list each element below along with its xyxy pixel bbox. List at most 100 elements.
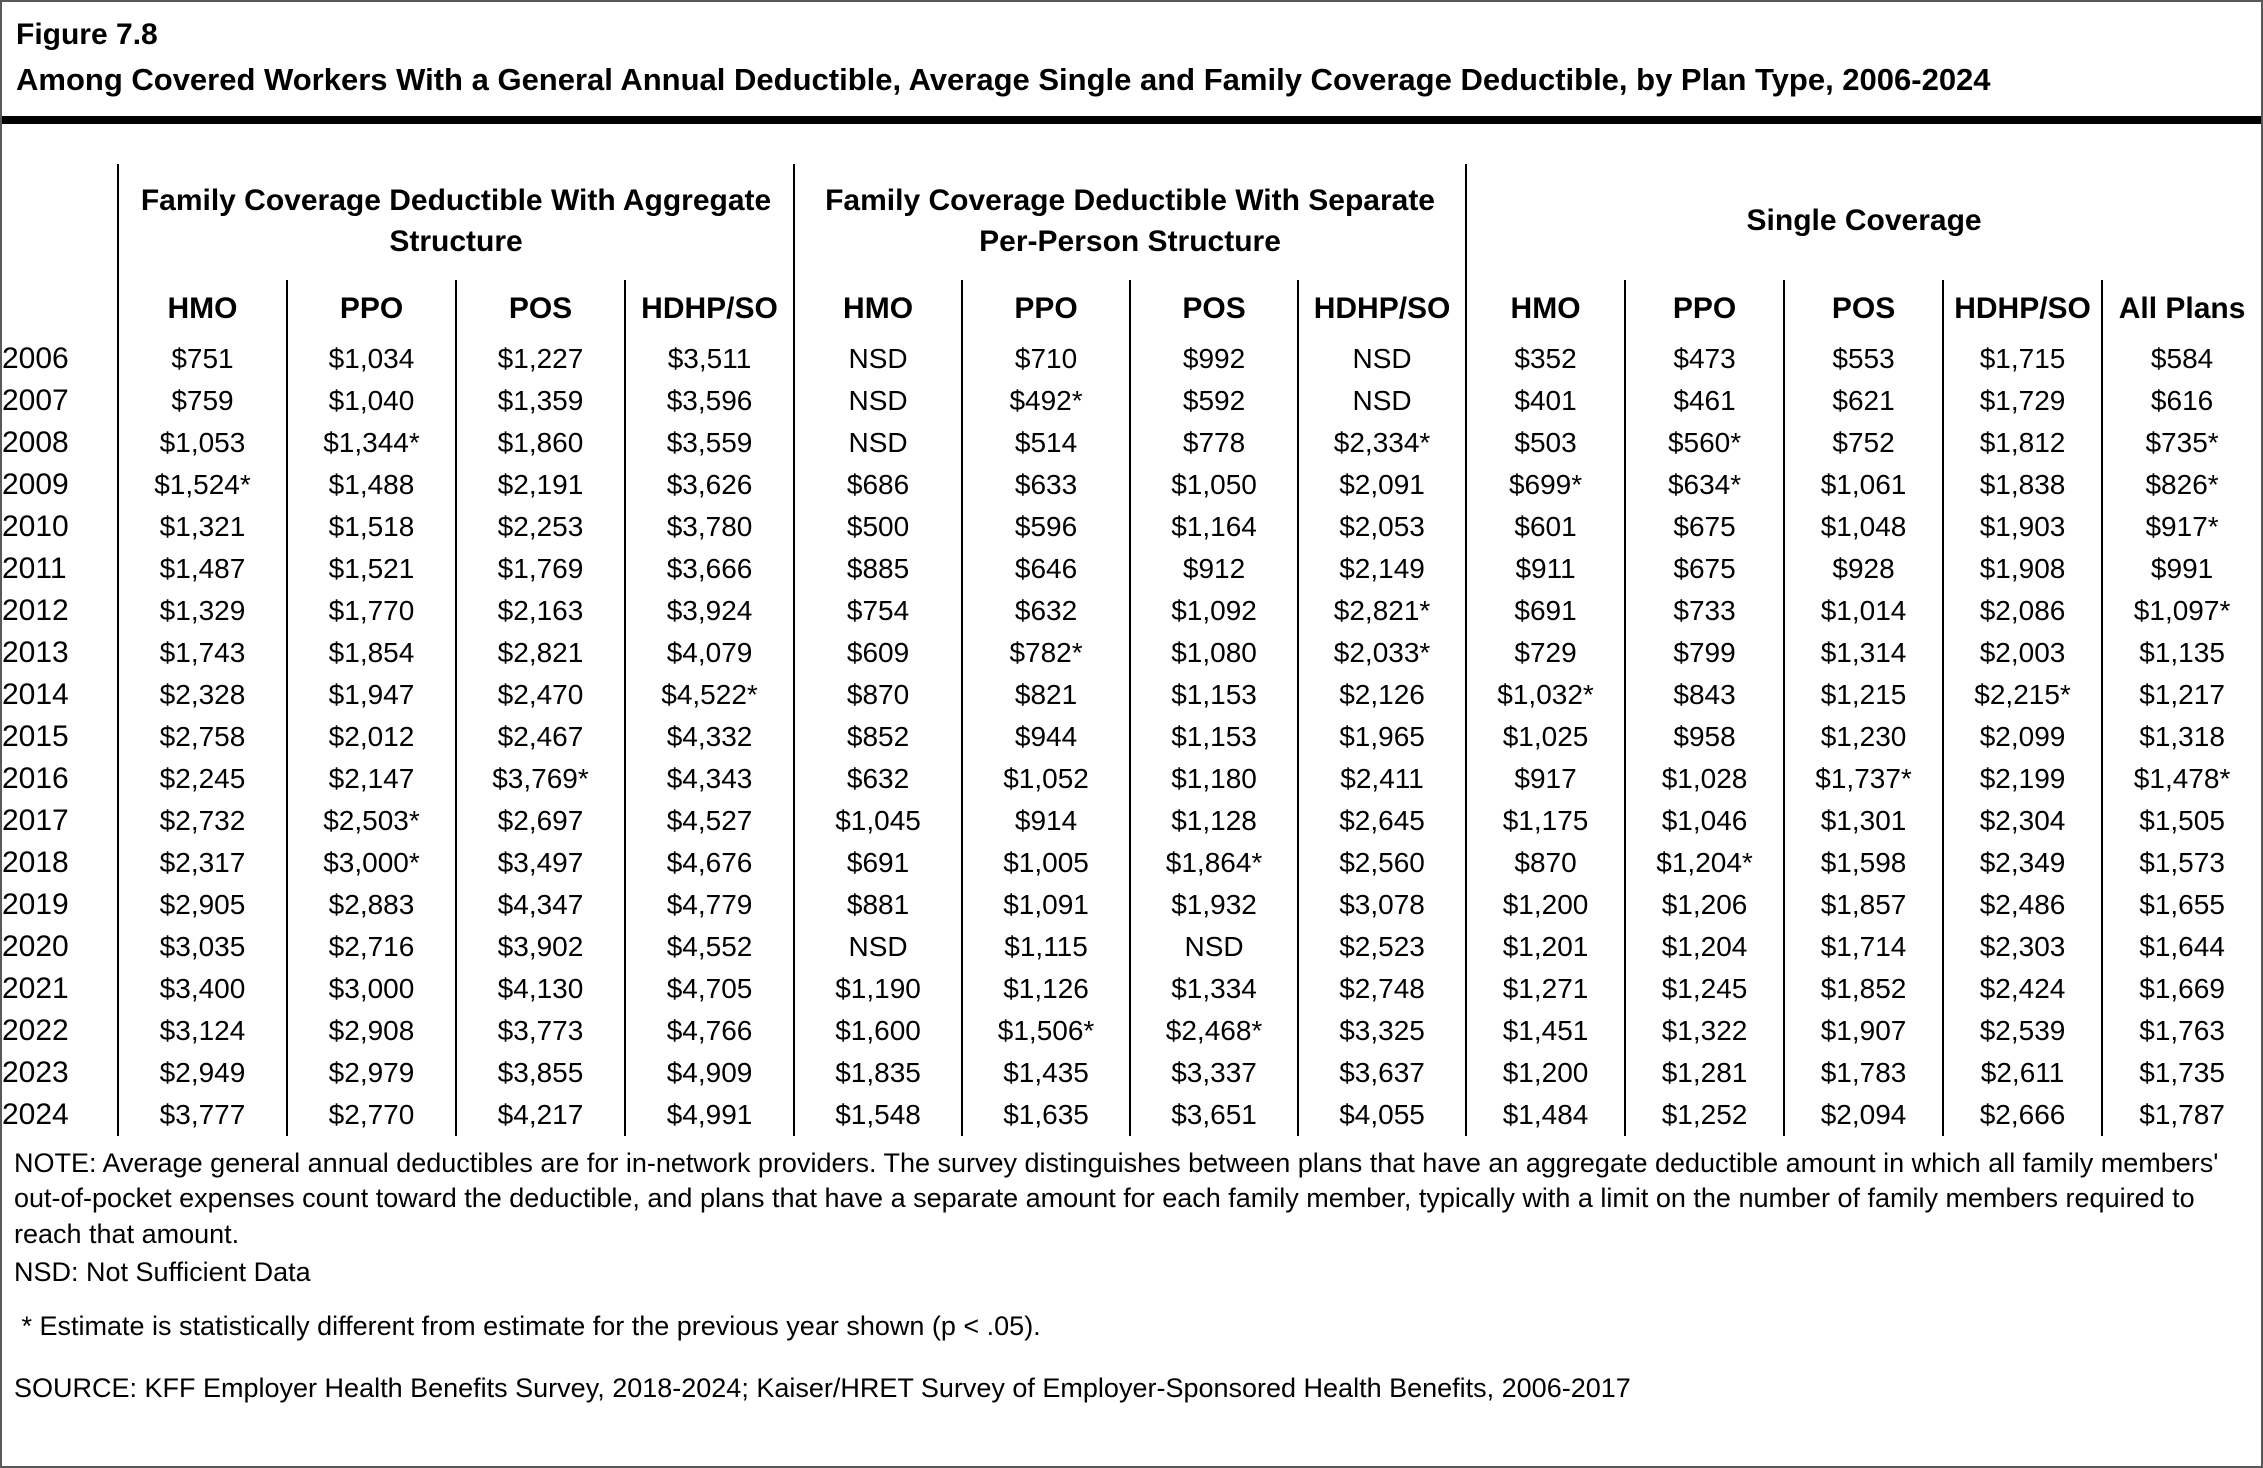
value-cell: $461	[1624, 379, 1785, 422]
value-cell: $1,080	[1129, 631, 1299, 674]
value-cell: $699*	[1465, 463, 1626, 506]
value-cell: $1,524*	[117, 463, 287, 506]
value-cell: $843	[1624, 673, 1785, 716]
value-cell: $826*	[2101, 463, 2262, 506]
value-cell: $710	[961, 337, 1131, 380]
value-cell: $1,180	[1129, 757, 1299, 800]
value-cell: $1,838	[1942, 463, 2103, 506]
value-cell: $675	[1624, 547, 1785, 590]
value-cell: $4,055	[1297, 1093, 1467, 1136]
year-cell: 2017	[2, 803, 69, 837]
value-cell: $691	[1465, 589, 1626, 632]
table-row: 2009 $1,524* $1,488 $2,191 $3,626 $686 $633 $1,…	[2, 463, 2262, 506]
year-cell: 2008	[2, 425, 69, 459]
value-cell: $4,552	[623, 925, 795, 968]
value-cell: $1,655	[2101, 883, 2262, 926]
deductible-table: Family Coverage Deductible With Aggregat…	[2, 163, 2262, 1136]
table-row: 2008 $1,053 $1,344* $1,860 $3,559 NSD $514 $778…	[2, 421, 2262, 464]
value-cell: $1,763	[2101, 1009, 2262, 1052]
value-cell: $1,034	[286, 337, 456, 380]
value-cell: $3,651	[1129, 1093, 1299, 1136]
table-row: 2021 $3,400 $3,000 $4,130 $4,705 $1,190 $1,126…	[2, 967, 2262, 1010]
value-cell: $592	[1129, 379, 1299, 422]
value-cell: $911	[1465, 547, 1626, 590]
value-cell: $2,908	[286, 1009, 456, 1052]
source-note: SOURCE: KFF Employer Health Benefits Sur…	[14, 1373, 1631, 1404]
value-cell: $2,086	[1942, 589, 2103, 632]
group-header-single: Single Coverage	[1465, 163, 2262, 280]
value-cell: $1,344*	[286, 421, 456, 464]
table-row: 2012 $1,329 $1,770 $2,163 $3,924 $754 $632 $1,0…	[2, 589, 2262, 632]
value-cell: $3,626	[623, 463, 795, 506]
year-cell: 2015	[2, 719, 69, 753]
value-cell: $634*	[1624, 463, 1785, 506]
value-cell: $2,304	[1942, 799, 2103, 842]
value-cell: $2,503*	[286, 799, 456, 842]
value-cell: $2,033*	[1297, 631, 1467, 674]
table-row: 2014 $2,328 $1,947 $2,470 $4,522* $870 $821 $1,…	[2, 673, 2262, 716]
value-cell: $1,600	[793, 1009, 963, 1052]
value-cell: $2,012	[286, 715, 456, 758]
value-cell: $917*	[2101, 505, 2262, 548]
value-cell: $1,669	[2101, 967, 2262, 1010]
value-cell: $1,314	[1783, 631, 1944, 674]
value-cell: $2,770	[286, 1093, 456, 1136]
value-cell: $616	[2101, 379, 2262, 422]
value-cell: $3,855	[455, 1051, 625, 1094]
value-cell: $1,318	[2101, 715, 2262, 758]
value-cell: $2,732	[117, 799, 287, 842]
table-row: 2013 $1,743 $1,854 $2,821 $4,079 $609 $782* $1,…	[2, 631, 2262, 674]
value-cell: $1,769	[455, 547, 625, 590]
column-header: PPO	[286, 279, 456, 338]
value-cell: $4,343	[623, 757, 795, 800]
value-cell: $560*	[1624, 421, 1785, 464]
title-divider	[2, 115, 2261, 124]
value-cell: $1,487	[117, 547, 287, 590]
value-cell: $4,779	[623, 883, 795, 926]
table-row: 2015 $2,758 $2,012 $2,467 $4,332 $852 $944 $1,1…	[2, 715, 2262, 758]
value-cell: $1,907	[1783, 1009, 1944, 1052]
value-cell: $799	[1624, 631, 1785, 674]
table-row: 2006 $751 $1,034 $1,227 $3,511 NSD $710 $992 NSD…	[2, 337, 2262, 380]
value-cell: $1,215	[1783, 673, 1944, 716]
value-cell: $4,766	[623, 1009, 795, 1052]
value-cell: $958	[1624, 715, 1785, 758]
value-cell: $1,860	[455, 421, 625, 464]
value-cell: $3,773	[455, 1009, 625, 1052]
value-cell: $3,000	[286, 967, 456, 1010]
value-cell: $1,635	[961, 1093, 1131, 1136]
value-cell: $2,147	[286, 757, 456, 800]
value-cell: $4,332	[623, 715, 795, 758]
value-cell: $2,411	[1297, 757, 1467, 800]
value-cell: NSD	[793, 925, 963, 968]
value-cell: $1,735	[2101, 1051, 2262, 1094]
value-cell: $2,979	[286, 1051, 456, 1094]
value-cell: $1,227	[455, 337, 625, 380]
year-cell: 2012	[2, 593, 69, 627]
year-cell: 2023	[2, 1055, 69, 1089]
value-cell: $2,245	[117, 757, 287, 800]
value-cell: $492*	[961, 379, 1131, 422]
value-cell: $584	[2101, 337, 2262, 380]
value-cell: $2,334*	[1297, 421, 1467, 464]
value-cell: $1,053	[117, 421, 287, 464]
subheader-row: HMO PPO POS HDHP/SO HMO PPO POS HDHP/SO HMO PPO PO…	[2, 279, 2262, 338]
value-cell: $1,200	[1465, 1051, 1626, 1094]
value-cell: $2,303	[1942, 925, 2103, 968]
value-cell: $596	[961, 505, 1131, 548]
value-cell: $1,201	[1465, 925, 1626, 968]
value-cell: $3,511	[623, 337, 795, 380]
value-cell: $1,217	[2101, 673, 2262, 716]
title-block: Figure 7.8 Among Covered Workers With a …	[2, 2, 2261, 104]
value-cell: $870	[793, 673, 963, 716]
value-cell: $754	[793, 589, 963, 632]
value-cell: $1,715	[1942, 337, 2103, 380]
year-cell: 2018	[2, 845, 69, 879]
value-cell: $3,035	[117, 925, 287, 968]
value-cell: $632	[961, 589, 1131, 632]
value-cell: $2,611	[1942, 1051, 2103, 1094]
value-cell: $752	[1783, 421, 1944, 464]
column-header: HMO	[117, 279, 287, 338]
value-cell: $3,769*	[455, 757, 625, 800]
value-cell: $1,359	[455, 379, 625, 422]
